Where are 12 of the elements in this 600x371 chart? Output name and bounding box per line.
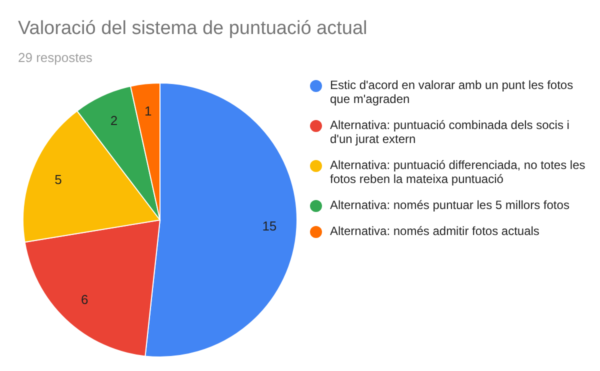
data-label: 2 — [110, 113, 118, 128]
data-label: 1 — [144, 104, 152, 119]
legend-label: Alternativa: puntuació differenciada, no totes les fotos reben la mateixa puntuació — [330, 158, 586, 186]
data-label: 15 — [262, 218, 277, 234]
legend-label: Alternativa: només admitir fotos actuals — [330, 224, 540, 238]
data-label: 6 — [81, 292, 88, 308]
legend-label: Alternativa: només puntuar les 5 millors fotos — [330, 198, 570, 212]
legend-label: Estic d'acord en valorar amb un punt les fotos que m'agraden — [330, 78, 574, 106]
data-label: 5 — [54, 172, 62, 187]
chart-title: Valoració del sistema de puntuació actual — [18, 18, 368, 40]
chart-subtitle: 29 respostes — [18, 50, 92, 65]
legend-label: Alternativa: puntuació combinada dels socis i d'un jurat extern — [330, 118, 570, 146]
